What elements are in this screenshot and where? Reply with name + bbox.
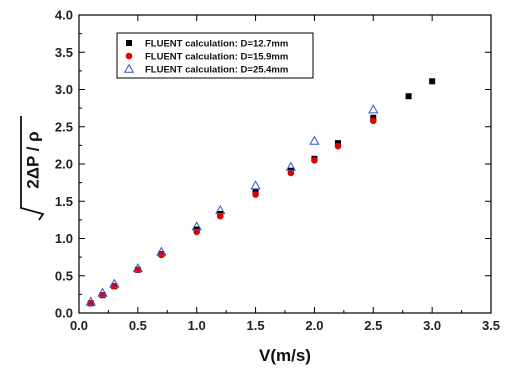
data-point-series-2 [335,143,342,150]
x-tick-label: 3.5 [482,318,500,333]
y-tick-label: 0.0 [55,306,73,321]
y-tick-label: 1.0 [55,231,73,246]
x-tick-label: 1.0 [188,318,206,333]
data-point-series-1 [406,93,412,99]
y-axis-title: 2ΔP / ρ [21,116,43,220]
data-point-series-3 [310,137,319,145]
data-point-series-2 [311,157,318,164]
y-axis-title-radicand: 2ΔP / ρ [24,131,43,188]
data-points [86,78,435,306]
x-tick-label: 2.5 [364,318,382,333]
x-tick-label: 3.0 [423,318,441,333]
legend-label-series-1: FLUENT calculation: D=12.7mm [145,39,288,50]
y-tick-label: 3.5 [55,45,73,60]
legend: FLUENT calculation: D=12.7mm FLUENT calcu… [117,33,313,78]
data-point-series-3 [369,105,378,113]
x-tick-label: 0.5 [129,318,147,333]
y-tick-label: 2.5 [55,119,73,134]
data-point-series-1 [429,78,435,84]
y-tick-label: 1.5 [55,194,73,209]
x-axis-title: V(m/s) [259,346,311,365]
y-tick-label: 0.5 [55,268,73,283]
data-point-series-3 [251,181,260,189]
x-tick-label: 2.0 [305,318,323,333]
y-tick-label: 2.0 [55,157,73,172]
legend-label-series-3: FLUENT calculation: D=25.4mm [145,65,288,76]
legend-marker-series-1 [126,40,132,46]
legend-label-series-2: FLUENT calculation: D=15.9mm [145,52,288,63]
data-point-series-2 [252,191,259,198]
legend-marker-series-2 [126,53,133,60]
data-point-series-2 [370,117,377,124]
y-tick-label: 4.0 [55,8,73,23]
y-tick-label: 3.0 [55,82,73,97]
x-tick-label: 1.5 [247,318,265,333]
